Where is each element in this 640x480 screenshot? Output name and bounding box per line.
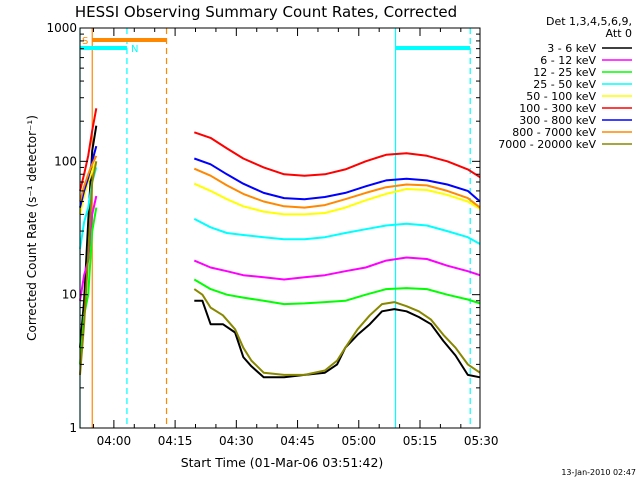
- legend-header-line2: Att 0: [606, 27, 632, 40]
- series-line: [193, 182, 481, 216]
- chart-title: HESSI Observing Summary Count Rates, Cor…: [75, 3, 457, 21]
- series-line: [193, 218, 481, 245]
- series-line: [79, 160, 98, 215]
- x-tick-label: 04:30: [219, 434, 254, 448]
- series-line: [193, 157, 481, 203]
- series-line: [193, 288, 481, 376]
- y-tick-label: 1000: [46, 21, 77, 35]
- series-line: [193, 278, 481, 306]
- legend-header-line1: Det 1,3,4,5,6,9,: [546, 15, 632, 28]
- series-line: [79, 125, 98, 348]
- x-tick-label: 04:15: [158, 434, 193, 448]
- legend-entry-label: 50 - 100 keV: [526, 90, 596, 103]
- legend-entry-label: 25 - 50 keV: [533, 78, 596, 91]
- y-tick-label: 10: [62, 288, 77, 302]
- series-line: [194, 299, 481, 379]
- night-label: N: [131, 44, 138, 55]
- legend-entry-label: 7000 - 20000 keV: [498, 138, 596, 151]
- series-line: [79, 161, 98, 375]
- x-tick-label: 05:15: [403, 434, 438, 448]
- footer-timestamp: 13-Jan-2010 02:47: [561, 468, 636, 477]
- y-tick-label: 1: [69, 421, 77, 435]
- x-tick-label: 05:00: [341, 434, 376, 448]
- legend-entry-label: 12 - 25 keV: [533, 66, 596, 79]
- x-tick-label: 04:45: [280, 434, 315, 448]
- y-tick-label: 100: [54, 154, 77, 168]
- x-tick-label: 05:30: [464, 434, 499, 448]
- legend-entry-label: 800 - 7000 keV: [512, 126, 596, 139]
- legend-entry-label: 3 - 6 keV: [547, 42, 596, 55]
- night-bar: SN: [79, 28, 471, 428]
- legend-entry-label: 100 - 300 keV: [519, 102, 596, 115]
- series-line: [79, 145, 98, 208]
- x-tick-label: 04:00: [97, 434, 132, 448]
- series-line: [193, 167, 481, 209]
- series-line: [79, 108, 98, 192]
- plot-frame: [79, 27, 481, 429]
- saa-label: S: [82, 36, 88, 47]
- series-line: [193, 256, 481, 281]
- series-line: [193, 131, 481, 179]
- x-axis-label: Start Time (01-Mar-06 03:51:42): [181, 455, 384, 470]
- legend-entry-label: 300 - 800 keV: [519, 114, 596, 127]
- legend-entry-label: 6 - 12 keV: [540, 54, 596, 67]
- y-axis-label: Corrected Count Rate (s⁻¹ detector⁻¹): [25, 115, 39, 341]
